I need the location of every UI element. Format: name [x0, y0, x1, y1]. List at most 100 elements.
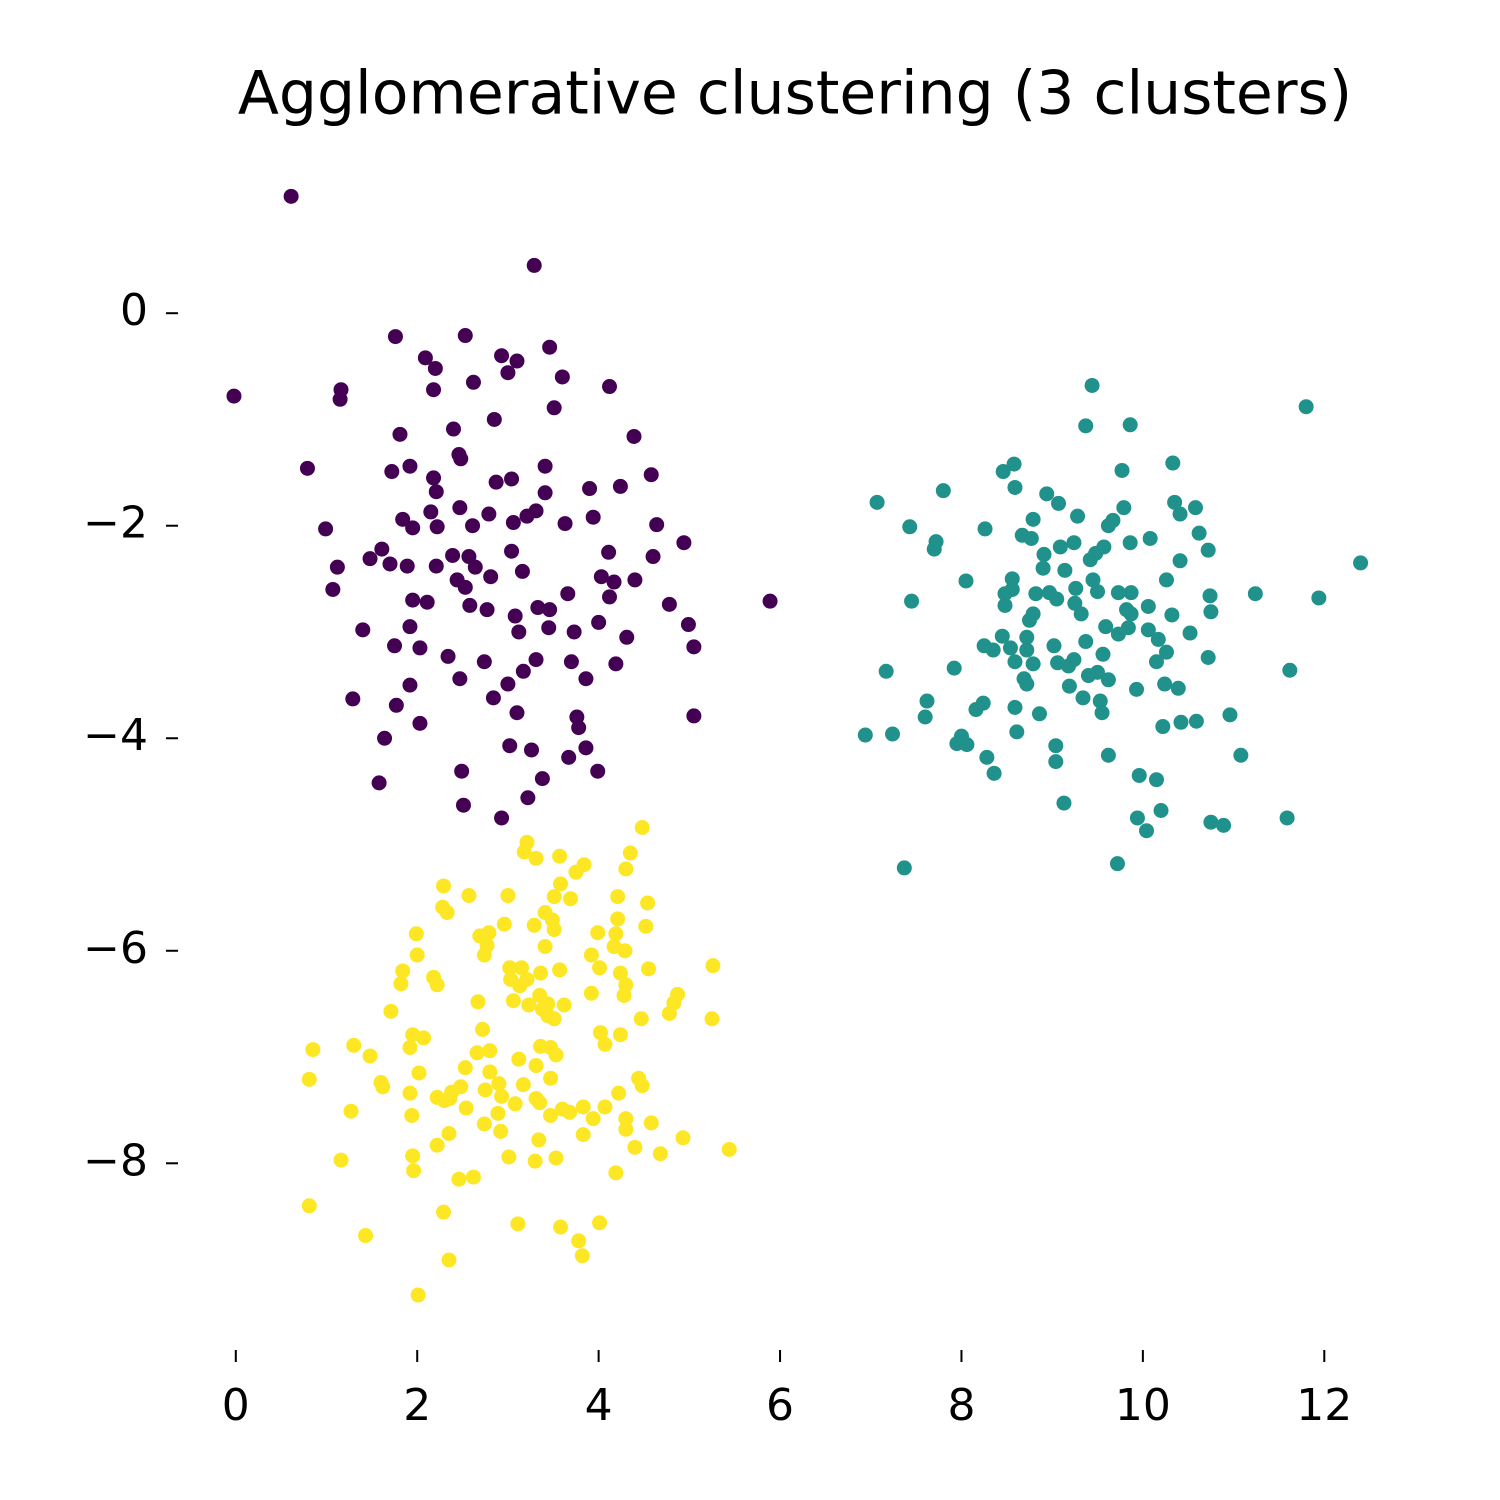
point: [1048, 738, 1064, 754]
point: [405, 592, 421, 608]
point: [441, 1126, 457, 1142]
point: [325, 581, 341, 597]
point: [1155, 719, 1171, 735]
point: [661, 596, 677, 612]
point: [491, 1076, 507, 1092]
point: [1100, 672, 1116, 688]
point: [1158, 572, 1174, 588]
point: [612, 965, 628, 981]
point: [490, 1105, 506, 1121]
point: [329, 559, 345, 575]
point: [511, 624, 527, 640]
point: [532, 1095, 548, 1111]
point: [675, 1130, 691, 1146]
point: [1006, 456, 1022, 472]
point: [571, 720, 587, 736]
point: [563, 891, 579, 907]
point: [1233, 747, 1249, 763]
point: [762, 593, 778, 609]
point: [1007, 654, 1023, 670]
point: [1311, 590, 1327, 606]
point: [608, 1165, 624, 1181]
point: [1095, 646, 1111, 662]
point: [546, 922, 562, 938]
y-tick-label: 0: [120, 285, 148, 336]
point: [383, 1003, 399, 1019]
point: [645, 549, 661, 565]
point: [500, 888, 516, 904]
point: [455, 797, 471, 813]
point: [412, 715, 428, 731]
point: [592, 960, 608, 976]
point: [457, 1060, 473, 1076]
point: [617, 943, 633, 959]
point: [548, 1150, 564, 1166]
point: [465, 518, 481, 534]
x-tick-label: 4: [585, 1380, 613, 1431]
point: [521, 997, 537, 1013]
point: [591, 614, 607, 630]
point: [919, 693, 935, 709]
y-tick-label: −2: [83, 498, 148, 549]
point: [1122, 535, 1138, 551]
point: [585, 509, 601, 525]
point: [528, 850, 544, 866]
point: [502, 960, 518, 976]
point: [602, 589, 618, 605]
point: [994, 628, 1010, 644]
point: [507, 1096, 523, 1112]
point: [610, 911, 626, 927]
point: [1172, 506, 1188, 522]
point: [1025, 511, 1041, 527]
point: [423, 504, 439, 520]
point: [1216, 817, 1232, 833]
point: [633, 1011, 649, 1027]
point: [643, 467, 659, 483]
point: [1021, 612, 1037, 628]
point: [461, 888, 477, 904]
point: [583, 947, 599, 963]
point: [626, 428, 642, 444]
point: [1110, 585, 1126, 601]
point: [402, 1085, 418, 1101]
point: [705, 958, 721, 974]
point: [917, 709, 933, 725]
point: [482, 1064, 498, 1080]
point: [399, 558, 415, 574]
x-tick-label: 8: [947, 1380, 975, 1431]
point: [1056, 795, 1072, 811]
point: [465, 374, 481, 390]
point: [634, 1078, 650, 1094]
point: [985, 642, 1001, 658]
point: [643, 1115, 659, 1131]
point: [1004, 571, 1020, 587]
point: [476, 1116, 492, 1132]
point: [574, 1248, 590, 1264]
point: [649, 517, 665, 533]
point: [1068, 580, 1084, 596]
point: [546, 400, 562, 416]
point: [553, 1219, 569, 1235]
point: [997, 597, 1013, 613]
point: [511, 1051, 527, 1067]
point: [318, 521, 334, 537]
point: [619, 629, 635, 645]
point: [428, 484, 444, 500]
point: [332, 391, 348, 407]
point: [515, 1077, 531, 1093]
point: [1100, 518, 1116, 534]
point: [1110, 626, 1126, 642]
point: [496, 916, 512, 932]
point: [1049, 591, 1065, 607]
point: [542, 339, 558, 355]
point: [676, 535, 692, 551]
point: [1052, 539, 1068, 555]
point: [362, 1048, 378, 1064]
point: [346, 1037, 362, 1053]
point: [1170, 680, 1186, 696]
point: [641, 961, 657, 977]
point: [305, 1042, 321, 1058]
point: [436, 1093, 452, 1109]
point: [1116, 500, 1132, 516]
